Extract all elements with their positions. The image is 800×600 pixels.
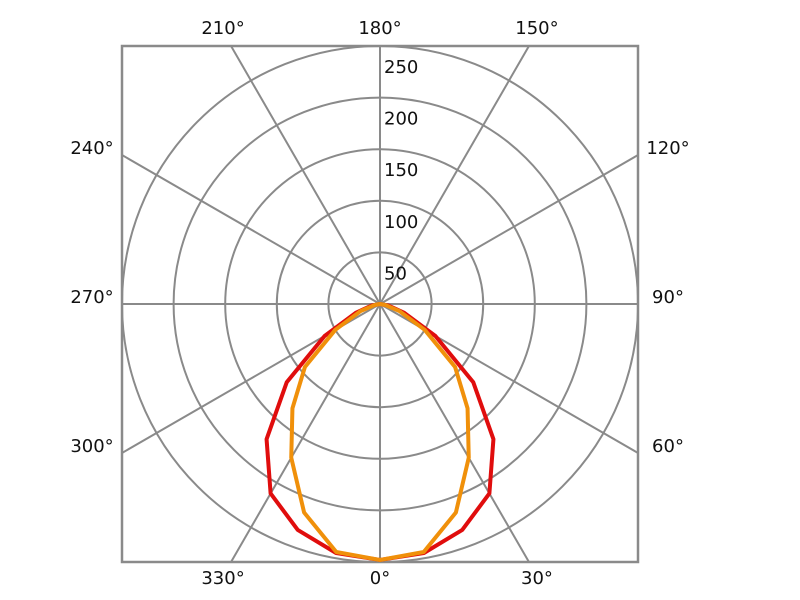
r-tick-label: 100 bbox=[384, 212, 418, 233]
r-tick-label: 250 bbox=[384, 57, 418, 78]
theta-tick-label: 90° bbox=[652, 287, 684, 308]
theta-tick-label: 0° bbox=[370, 568, 390, 589]
r-tick-label: 50 bbox=[384, 263, 407, 284]
theta-tick-label: 150° bbox=[515, 18, 558, 39]
theta-tick-label: 180° bbox=[358, 18, 401, 39]
theta-tick-label: 270° bbox=[70, 287, 113, 308]
theta-tick-label: 240° bbox=[70, 138, 113, 159]
theta-tick-label: 120° bbox=[646, 138, 689, 159]
theta-tick-label: 210° bbox=[201, 18, 244, 39]
grid-spoke bbox=[230, 45, 381, 305]
grid-spoke bbox=[379, 154, 639, 305]
r-tick-label: 200 bbox=[384, 109, 418, 130]
series-line bbox=[289, 302, 471, 562]
theta-tick-label: 330° bbox=[201, 568, 244, 589]
theta-tick-label: 60° bbox=[652, 436, 684, 457]
theta-tick-label: 300° bbox=[70, 436, 113, 457]
grid-spoke bbox=[121, 154, 381, 305]
grid-spoke bbox=[379, 45, 530, 305]
grid-spoke bbox=[379, 303, 530, 563]
r-tick-label: 150 bbox=[384, 160, 418, 181]
grid-spoke bbox=[230, 303, 381, 563]
theta-tick-label: 30° bbox=[521, 568, 553, 589]
